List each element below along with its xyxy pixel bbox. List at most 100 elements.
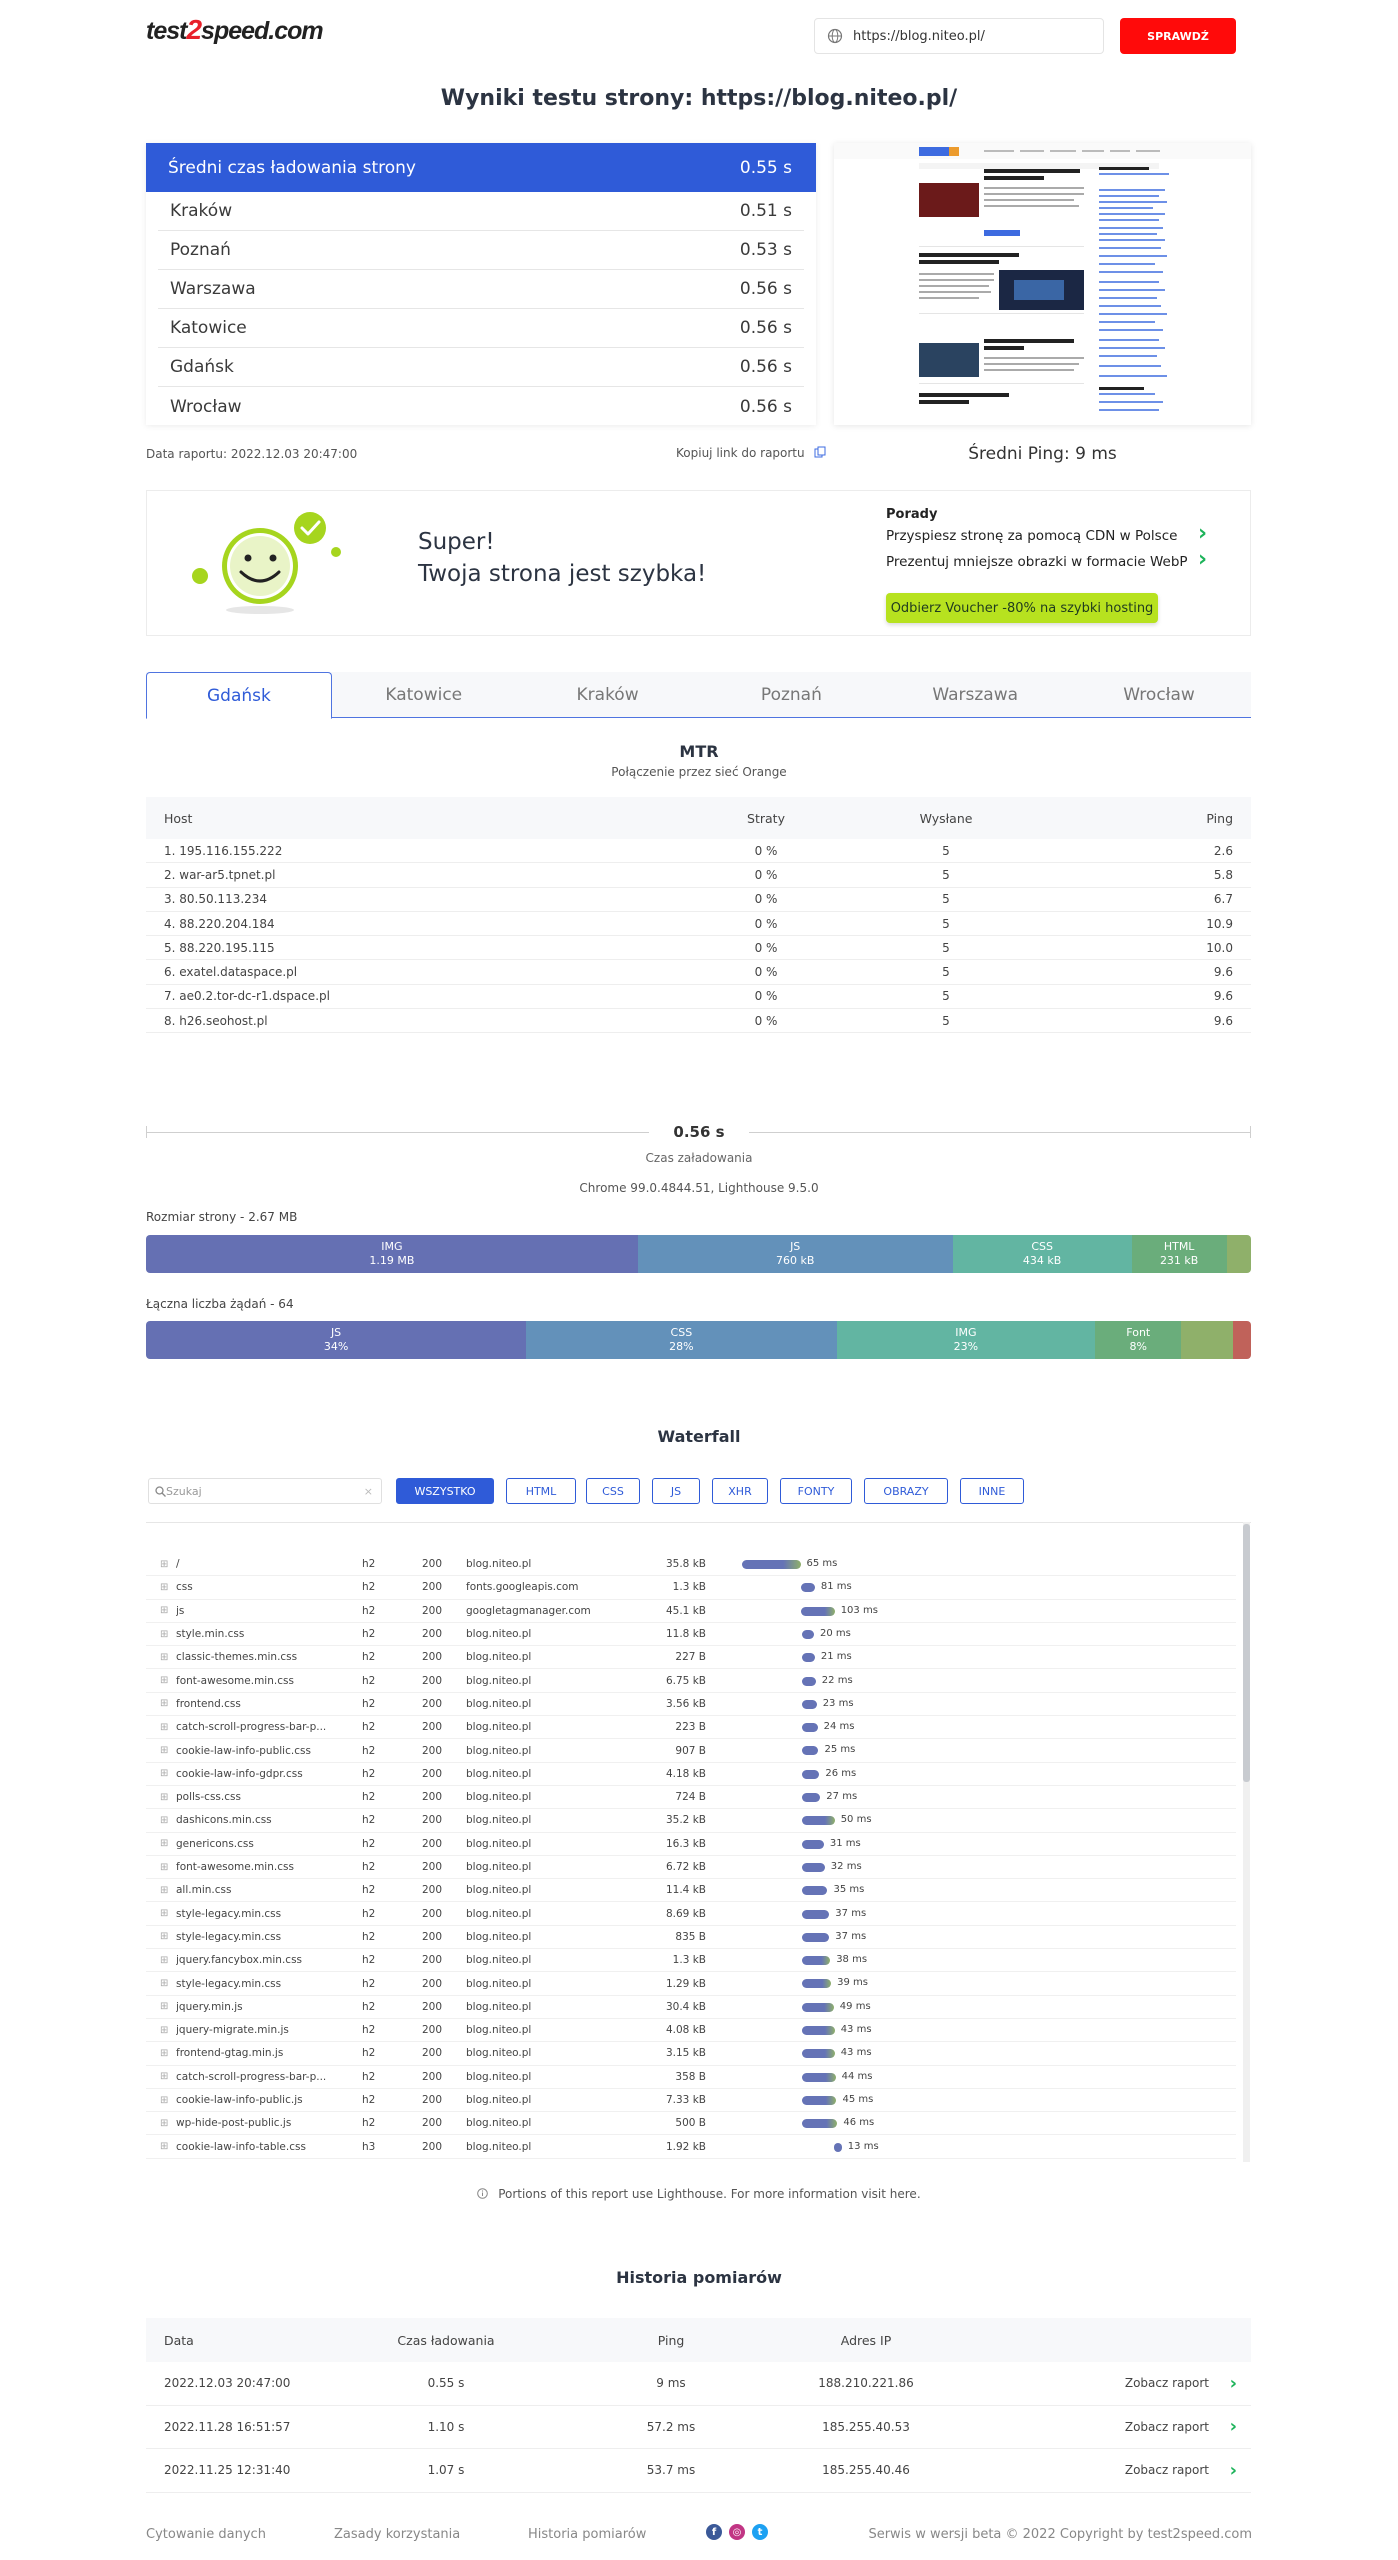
expand-icon[interactable]: ⊞ xyxy=(160,2141,169,2153)
footer-link-citation[interactable]: Cytowanie danych xyxy=(146,2527,266,2542)
filter-button[interactable]: JS xyxy=(652,1478,700,1504)
expand-icon[interactable]: ⊞ xyxy=(160,1768,169,1780)
view-report-link[interactable]: Zobacz raport xyxy=(1124,2376,1209,2391)
expand-icon[interactable]: ⊞ xyxy=(160,2071,169,2083)
instagram-icon[interactable]: ◎ xyxy=(729,2524,745,2540)
url-input[interactable]: https://blog.niteo.pl/ xyxy=(814,18,1104,54)
clear-search-icon[interactable]: × xyxy=(363,1484,373,1498)
lighthouse-note[interactable]: Portions of this report use Lighthouse. … xyxy=(0,2187,1398,2201)
waterfall-row[interactable]: ⊞ css h2 200 fonts.googleapis.com 1.3 kB 81 ms xyxy=(146,1576,1236,1600)
waterfall-row[interactable]: ⊞ js h2 200 googletagmanager.com 45.1 kB 103 m… xyxy=(146,1600,1236,1623)
expand-icon[interactable]: ⊞ xyxy=(160,1628,169,1640)
tab-location[interactable]: Poznań xyxy=(760,684,822,705)
waterfall-scrollbar[interactable] xyxy=(1243,1522,1250,2162)
filter-button[interactable]: FONTY xyxy=(780,1478,852,1504)
waterfall-row[interactable]: ⊞ cookie-law-info-public.css h2 200 blog.nit… xyxy=(146,1739,1236,1763)
expand-icon[interactable]: ⊞ xyxy=(160,1908,169,1920)
waterfall-row[interactable]: ⊞ cookie-law-info-public.js h2 200 blog.nite… xyxy=(146,2089,1236,2113)
expand-icon[interactable]: ⊞ xyxy=(160,2001,169,2013)
chevron-right-icon[interactable]: › xyxy=(1229,2459,1237,2481)
expand-icon[interactable]: ⊞ xyxy=(160,1745,169,1757)
expand-icon[interactable]: ⊞ xyxy=(160,1721,169,1733)
tip-webp[interactable]: Prezentuj mniejsze obrazki w formacie We… xyxy=(886,554,1188,570)
waterfall-row[interactable]: ⊞ jquery.fancybox.min.css h2 200 blog.niteo.… xyxy=(146,1949,1236,1973)
tab-location[interactable]: Warszawa xyxy=(932,684,1019,705)
mtr-loss: 0 % xyxy=(754,843,778,858)
voucher-button[interactable]: Odbierz Voucher -80% na szybki hosting xyxy=(886,593,1158,623)
filter-button[interactable]: OBRAZY xyxy=(864,1478,948,1504)
waterfall-scrollbar-thumb[interactable] xyxy=(1243,1524,1250,1782)
waterfall-search-input[interactable]: Szukaj × xyxy=(148,1478,382,1504)
filter-button[interactable]: WSZYSTKO xyxy=(396,1478,494,1504)
waterfall-row[interactable]: ⊞ font-awesome.min.css h2 200 blog.niteo.pl 6… xyxy=(146,1856,1236,1880)
waterfall-row[interactable]: ⊞ polls-css.css h2 200 blog.niteo.pl 724 B 27 … xyxy=(146,1786,1236,1810)
facebook-icon[interactable]: f xyxy=(706,2524,722,2540)
waterfall-row[interactable]: ⊞ wp-hide-post-public.js h2 200 blog.niteo.p… xyxy=(146,2112,1236,2136)
waterfall-row[interactable]: ⊞ style-legacy.min.css h2 200 blog.niteo.pl 8… xyxy=(146,1926,1236,1950)
waterfall-row[interactable]: ⊞ style-legacy.min.css h2 200 blog.niteo.pl 8… xyxy=(146,1903,1236,1926)
waterfall-row[interactable]: ⊞ cookie-law-info-gdpr.css h2 200 blog.niteo… xyxy=(146,1763,1236,1786)
waterfall-row[interactable]: ⊞ frontend.css h2 200 blog.niteo.pl 3.56 kB 23… xyxy=(146,1693,1236,1717)
waterfall-row[interactable]: ⊞ classic-themes.min.css h2 200 blog.niteo.p… xyxy=(146,1646,1236,1670)
expand-icon[interactable]: ⊞ xyxy=(160,1954,169,1966)
expand-icon[interactable]: ⊞ xyxy=(160,1814,169,1826)
chevron-right-icon[interactable]: › xyxy=(1229,2416,1237,2438)
site-logo[interactable]: test2speed.com xyxy=(146,14,324,46)
tab-location[interactable]: Wrocław xyxy=(1123,684,1195,705)
expand-icon[interactable]: ⊞ xyxy=(160,1884,169,1896)
expand-icon[interactable]: ⊞ xyxy=(160,1861,169,1873)
filter-button[interactable]: XHR xyxy=(712,1478,768,1504)
expand-icon[interactable]: ⊞ xyxy=(160,1791,169,1803)
expand-icon[interactable]: ⊞ xyxy=(160,1698,169,1710)
waterfall-row[interactable]: ⊞ dashicons.min.css h2 200 blog.niteo.pl 35.2… xyxy=(146,1809,1236,1833)
waterfall-row[interactable]: ⊞ style-legacy.min.css h2 200 blog.niteo.pl 1… xyxy=(146,1972,1236,1996)
expand-icon[interactable]: ⊞ xyxy=(160,1838,169,1850)
view-report-link[interactable]: Zobacz raport xyxy=(1124,2463,1209,2478)
waterfall-row[interactable]: ⊞ frontend-gtag.min.js h2 200 blog.niteo.pl 3… xyxy=(146,2042,1236,2066)
waterfall-row[interactable]: ⊞ jquery.min.js h2 200 blog.niteo.pl 30.4 kB 4… xyxy=(146,1996,1236,2019)
history-load-time: 1.10 s xyxy=(427,2419,465,2434)
expand-icon[interactable]: ⊞ xyxy=(160,1675,169,1687)
request-domain: blog.niteo.pl xyxy=(466,1651,532,1664)
filter-button[interactable]: HTML xyxy=(506,1478,576,1504)
tab-location[interactable]: Kraków xyxy=(576,684,639,705)
request-timing-bar xyxy=(800,1583,815,1593)
request-status: 200 xyxy=(422,1814,443,1827)
copy-report-link[interactable]: Kopiuj link do raportu xyxy=(676,446,826,460)
waterfall-row[interactable]: ⊞ genericons.css h2 200 blog.niteo.pl 16.3 kB… xyxy=(146,1833,1236,1856)
check-button[interactable]: SPRAWDŹ xyxy=(1120,18,1236,54)
request-size: 45.1 kB xyxy=(665,1604,706,1617)
waterfall-row[interactable]: ⊞ catch-scroll-progress-bar-p... h2 200 blog… xyxy=(146,1716,1236,1740)
expand-icon[interactable]: ⊞ xyxy=(160,2024,169,2036)
waterfall-row[interactable]: ⊞ / h2 200 blog.niteo.pl 35.8 kB 65 ms xyxy=(146,1553,1236,1577)
waterfall-row[interactable]: ⊞ catch-scroll-progress-bar-p... h2 200 blog… xyxy=(146,2066,1236,2089)
waterfall-row[interactable]: ⊞ cookie-law-info-table.css h3 200 blog.nite… xyxy=(146,2136,1236,2159)
expand-icon[interactable]: ⊞ xyxy=(160,1558,169,1570)
filter-button[interactable]: INNE xyxy=(960,1478,1024,1504)
waterfall-row[interactable]: ⊞ all.min.css h2 200 blog.niteo.pl 11.4 kB 35 … xyxy=(146,1879,1236,1903)
footer-link-history[interactable]: Historia pomiarów xyxy=(528,2527,647,2542)
expand-icon[interactable]: ⊞ xyxy=(160,2047,169,2059)
chevron-right-icon[interactable]: › xyxy=(1198,547,1208,572)
expand-icon[interactable]: ⊞ xyxy=(160,2094,169,2106)
waterfall-row[interactable]: ⊞ font-awesome.min.css h2 200 blog.niteo.pl 6… xyxy=(146,1670,1236,1693)
footer-link-terms[interactable]: Zasady korzystania xyxy=(334,2527,461,2542)
request-size: 4.18 kB xyxy=(665,1767,706,1780)
waterfall-row[interactable]: ⊞ jquery-migrate.min.js h2 200 blog.niteo.pl… xyxy=(146,2019,1236,2043)
tab-location[interactable]: Katowice xyxy=(385,684,463,705)
expand-icon[interactable]: ⊞ xyxy=(160,1651,169,1663)
view-report-link[interactable]: Zobacz raport xyxy=(1124,2419,1209,2434)
twitter-icon[interactable]: t xyxy=(752,2524,768,2540)
chevron-right-icon[interactable]: › xyxy=(1229,2372,1237,2394)
expand-icon[interactable]: ⊞ xyxy=(160,1978,169,1990)
waterfall-row[interactable]: ⊞ style.min.css h2 200 blog.niteo.pl 11.8 kB 2… xyxy=(146,1623,1236,1647)
expand-icon[interactable]: ⊞ xyxy=(160,1581,169,1593)
mtr-row: 8. h26.seohost.pl 0 % 5 9.6 xyxy=(146,1009,1251,1034)
expand-icon[interactable]: ⊞ xyxy=(160,1931,169,1943)
filter-button[interactable]: CSS xyxy=(586,1478,640,1504)
expand-icon[interactable]: ⊞ xyxy=(160,2117,169,2129)
tab-location[interactable]: Gdańsk xyxy=(146,672,332,719)
tip-cdn[interactable]: Przyspiesz stronę za pomocą CDN w Polsce xyxy=(886,528,1178,544)
expand-icon[interactable]: ⊞ xyxy=(160,1605,169,1617)
chevron-right-icon[interactable]: › xyxy=(1198,521,1208,546)
